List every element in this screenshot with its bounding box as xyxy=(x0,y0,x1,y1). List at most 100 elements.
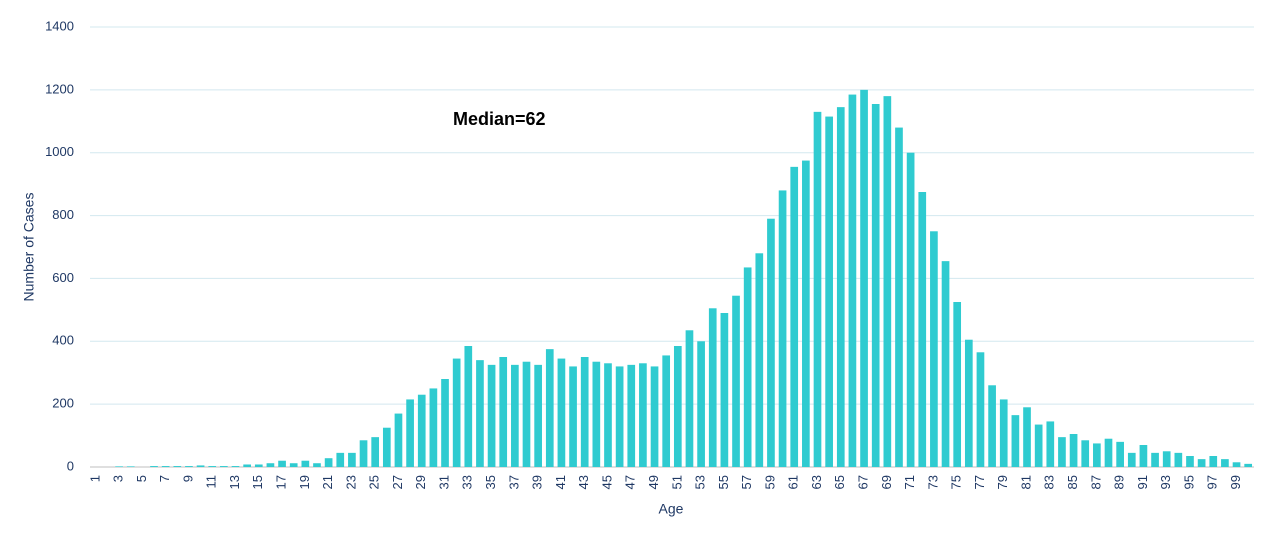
bar xyxy=(615,366,624,467)
x-tick-label: 61 xyxy=(786,475,801,489)
bar xyxy=(1197,459,1206,467)
bar xyxy=(487,364,496,467)
x-tick-label: 71 xyxy=(902,475,917,489)
bar xyxy=(1081,440,1090,467)
bar xyxy=(918,192,927,467)
bar xyxy=(289,463,298,467)
bar xyxy=(1232,462,1241,467)
bar xyxy=(650,366,659,467)
x-tick-label: 73 xyxy=(925,475,940,489)
y-tick-label: 0 xyxy=(67,458,74,473)
bar xyxy=(313,463,321,467)
x-axis-title: Age xyxy=(659,501,684,517)
x-tick-label: 97 xyxy=(1205,475,1220,489)
x-tick-label: 43 xyxy=(576,475,591,489)
x-tick-label: 75 xyxy=(949,475,964,489)
x-tick-label: 85 xyxy=(1065,475,1080,489)
bar xyxy=(1127,452,1136,467)
bar xyxy=(964,339,973,467)
annotation: Median=62 xyxy=(453,109,546,129)
bar xyxy=(348,452,356,467)
bar xyxy=(976,352,985,467)
y-tick-label: 1000 xyxy=(45,144,74,159)
x-tick-label: 35 xyxy=(483,475,498,489)
bar xyxy=(150,466,158,467)
x-tick-label: 81 xyxy=(1018,475,1033,489)
bar xyxy=(569,366,577,467)
x-tick-label: 99 xyxy=(1228,475,1243,489)
bar xyxy=(208,466,217,467)
bar xyxy=(185,466,193,467)
bar xyxy=(324,458,333,467)
bar xyxy=(1069,434,1078,467)
x-tick-label: 33 xyxy=(460,475,475,489)
x-tick-label: 27 xyxy=(390,475,405,489)
x-tick-label: 31 xyxy=(436,475,451,489)
bar xyxy=(802,160,810,468)
bar xyxy=(406,399,414,467)
bar xyxy=(1116,441,1124,467)
bar xyxy=(1174,452,1183,467)
x-tick-label: 55 xyxy=(716,475,731,489)
x-tick-label: 17 xyxy=(273,475,288,489)
bar xyxy=(906,152,915,467)
x-tick-label: 69 xyxy=(879,475,894,489)
bar xyxy=(173,466,182,467)
bar xyxy=(429,388,438,467)
x-tick-label: 45 xyxy=(599,475,614,489)
bar xyxy=(220,466,228,467)
bar xyxy=(557,358,566,467)
x-tick-label: 65 xyxy=(832,475,847,489)
bar xyxy=(685,330,694,467)
x-tick-label: 9 xyxy=(180,475,195,482)
bar xyxy=(883,96,892,468)
y-tick-label: 800 xyxy=(52,207,74,222)
bar xyxy=(999,399,1008,467)
bar xyxy=(953,302,962,467)
bar xyxy=(476,360,484,467)
bar xyxy=(1151,452,1159,467)
bar xyxy=(534,364,542,467)
bar xyxy=(1046,421,1055,467)
bar xyxy=(1058,437,1066,467)
bar xyxy=(732,295,740,467)
bar xyxy=(697,341,705,467)
x-tick-label: 39 xyxy=(530,475,545,489)
bar xyxy=(778,190,787,467)
x-tick-label: 21 xyxy=(320,475,335,489)
bar xyxy=(359,440,368,467)
x-tick-label: 67 xyxy=(855,475,870,489)
x-tick-label: 29 xyxy=(413,475,428,489)
bar xyxy=(394,413,403,467)
x-tick-label: 37 xyxy=(506,475,521,489)
bar xyxy=(301,460,310,467)
bar xyxy=(1023,407,1031,467)
x-tick-label: 87 xyxy=(1088,475,1103,489)
y-tick-label: 400 xyxy=(52,333,74,348)
bar xyxy=(1139,445,1148,467)
bar xyxy=(860,89,868,467)
bar xyxy=(1104,438,1113,467)
x-tick-label: 19 xyxy=(297,475,312,489)
x-tick-label: 15 xyxy=(250,475,265,489)
bar xyxy=(836,107,845,468)
bar xyxy=(1186,456,1194,467)
bar xyxy=(499,357,508,467)
bar xyxy=(196,465,205,467)
bar xyxy=(254,464,263,467)
bar xyxy=(580,357,589,467)
bar xyxy=(1034,424,1043,467)
x-tick-label: 3 xyxy=(111,475,126,482)
bar xyxy=(278,460,286,467)
x-tick-label: 59 xyxy=(762,475,777,489)
bar xyxy=(627,364,636,467)
x-tick-label: 93 xyxy=(1158,475,1173,489)
bar xyxy=(639,363,647,467)
x-tick-label: 41 xyxy=(553,475,568,489)
bar xyxy=(452,358,461,467)
bar xyxy=(382,427,391,467)
bar xyxy=(1011,415,1020,467)
x-tick-label: 89 xyxy=(1112,475,1127,489)
y-tick-label: 600 xyxy=(52,270,74,285)
